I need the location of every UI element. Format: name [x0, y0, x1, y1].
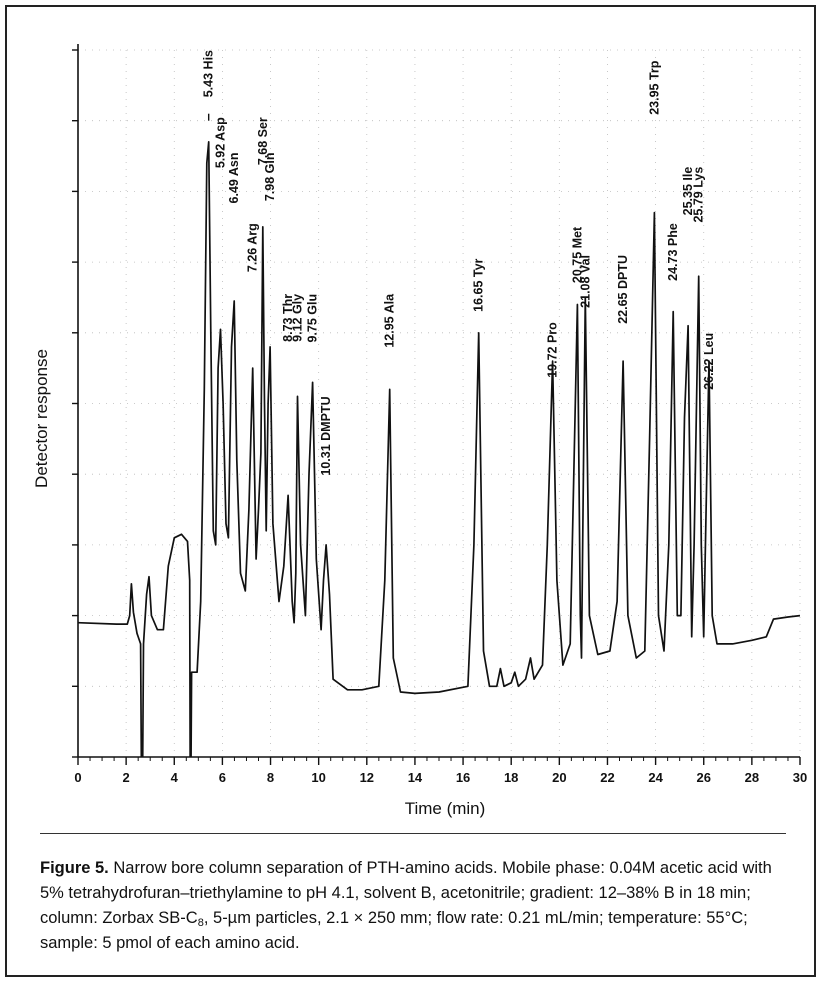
peak-label: 6.49 Asn [227, 153, 241, 204]
peak-label: 22.65 DPTU [616, 255, 630, 324]
peak-label: 10.31 DMPTU [319, 396, 333, 475]
peak-label: 5.92 Asp [214, 117, 228, 168]
dot-grid [77, 49, 801, 758]
x-tick-label: 26 [696, 770, 710, 785]
x-tick-label: 30 [793, 770, 807, 785]
x-tick-label: 2 [123, 770, 130, 785]
peak-label: 7.26 Arg [246, 223, 260, 272]
peak-label: 8.73 Thr [281, 294, 295, 342]
peak-label: 7.98 Gln [263, 153, 277, 202]
x-tick-label: 20 [552, 770, 566, 785]
caption-label: Figure 5. [40, 859, 109, 877]
caption-text-part2: , 5-µm particles, 2.1 × 250 mm; flow rat… [40, 909, 748, 952]
peak-label: 9.75 Glu [306, 294, 320, 343]
peak-label: 25.79 Lys [692, 167, 706, 223]
peak-label: 5.43 His [202, 50, 216, 97]
x-axis-title: Time (min) [405, 799, 486, 818]
peak-label: 20.75 Met [570, 226, 584, 283]
trace-line [78, 141, 800, 757]
peak-label: 26.22 Leu [702, 333, 716, 390]
peak-label: 23.95 Trp [647, 60, 661, 115]
x-tick-label: 8 [267, 770, 274, 785]
x-tick-label: 14 [408, 770, 423, 785]
x-tick-label: 28 [745, 770, 759, 785]
figure-frame [5, 5, 816, 977]
x-tick-label: 22 [600, 770, 614, 785]
caption-text-part1: Narrow bore column separation of PTH-ami… [40, 859, 772, 927]
caption-subscript: 8 [197, 917, 204, 929]
peak-label: 12.95 Ala [383, 293, 397, 348]
peak-label: 21.08 Val [578, 255, 592, 308]
x-tick-label: 12 [360, 770, 374, 785]
peak-label: 19.72 Pro [546, 322, 560, 378]
x-tick-label: 0 [74, 770, 81, 785]
peak-label: 24.73 Phe [666, 223, 680, 281]
peak-label: 9.12 Gly [291, 294, 305, 342]
x-tick-label: 18 [504, 770, 518, 785]
x-tick-label: 10 [311, 770, 325, 785]
caption-divider [40, 833, 786, 834]
x-tick-label: 6 [219, 770, 226, 785]
peak-label: 7.68 Ser [256, 117, 270, 165]
x-tick-label: 24 [648, 770, 663, 785]
peak-label: 16.65 Tyr [472, 258, 486, 311]
y-axis-title: Detector response [32, 349, 51, 488]
figure-caption: Figure 5. Narrow bore column separation … [40, 856, 792, 956]
x-tick-label: 4 [171, 770, 179, 785]
peak-label: 25.35 Ile [681, 167, 695, 216]
x-tick-label: 16 [456, 770, 470, 785]
chromatogram-trace [78, 113, 800, 757]
